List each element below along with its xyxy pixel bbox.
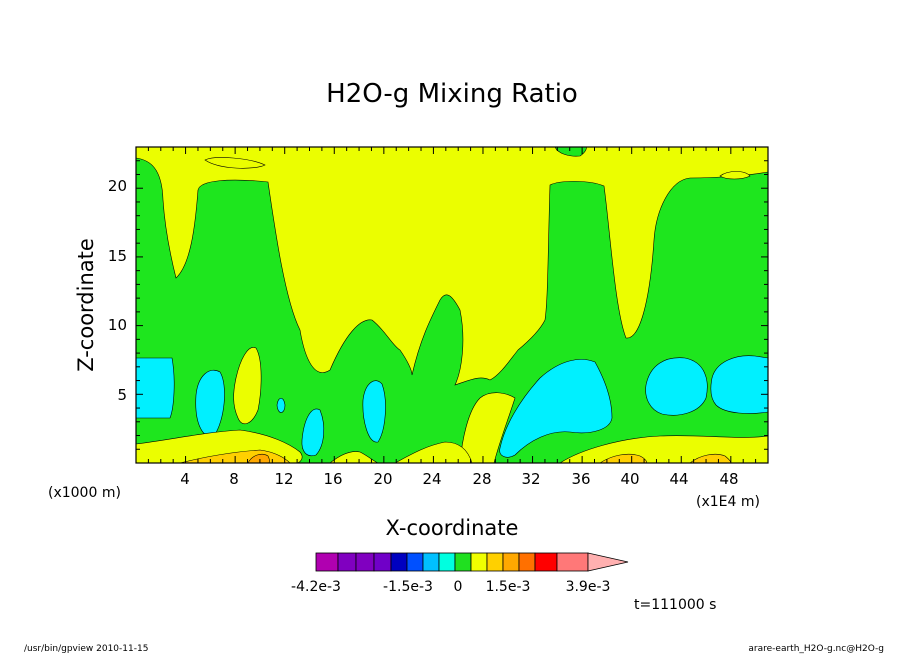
colorbar-swatch: [486, 552, 504, 572]
cyan-region-5: [362, 380, 386, 443]
colorbar-swatch: [502, 552, 520, 572]
cyan-region-6: [499, 359, 613, 458]
colorbar-swatch: [315, 552, 339, 572]
green-blob-top: [554, 147, 587, 157]
x-tick-label: 12: [274, 470, 293, 488]
axis-ticks: [136, 147, 768, 463]
colorbar-swatch: [337, 552, 357, 572]
y-tick-labels: 5 10 15 20: [108, 177, 127, 404]
cyan-region-2: [195, 369, 225, 437]
colorbar: [315, 552, 629, 572]
colorbar-arrow: [587, 552, 629, 572]
x-unit-right: (x1E4 m): [696, 494, 760, 510]
cyan-region-7: [645, 357, 708, 416]
x-tick-label: 32: [521, 470, 540, 488]
y-tick-label: 5: [117, 386, 127, 404]
colorbar-swatch: [406, 552, 424, 572]
colorbar-label: -4.2e-3: [291, 579, 341, 595]
colorbar-labels: -4.2e-3 -1.5e-3 0 1.5e-3 3.9e-3: [291, 579, 610, 595]
x-tick-label: 20: [373, 470, 392, 488]
colorbar-swatch: [390, 552, 408, 572]
colorbar-swatch: [373, 552, 392, 572]
colorbar-label: 1.5e-3: [486, 579, 531, 595]
cyan-region-1: [136, 357, 175, 419]
x-tick-label: 36: [571, 470, 590, 488]
x-tick-label: 24: [422, 470, 441, 488]
x-tick-label: 8: [229, 470, 239, 488]
y-tick-label: 10: [108, 316, 127, 334]
cyan-region-3: [276, 397, 286, 413]
colorbar-label: 3.9e-3: [566, 579, 611, 595]
x-axis-label: X-coordinate: [386, 516, 519, 540]
colorbar-label: 0: [454, 579, 463, 595]
colorbar-swatch: [534, 552, 558, 572]
colorbar-swatch: [518, 552, 536, 572]
x-tick-label: 4: [180, 470, 190, 488]
colorbar-swatch: [438, 552, 456, 572]
green-region-main: [136, 157, 768, 463]
x-tick-label: 44: [669, 470, 688, 488]
y-tick-label: 15: [108, 247, 127, 265]
colorbar-swatch: [355, 552, 375, 572]
colorbar-label: -1.5e-3: [383, 579, 433, 595]
x-tick-label: 16: [323, 470, 342, 488]
x-tick-label: 40: [620, 470, 639, 488]
x-unit-left: (x1000 m): [48, 485, 121, 501]
colorbar-swatch: [454, 552, 472, 572]
plot-frame: [135, 146, 769, 464]
time-label: t=111000 s: [634, 597, 716, 613]
colorbar-swatch: [422, 552, 440, 572]
colorbar-swatch: [556, 552, 589, 572]
x-tick-labels: 4 8 12 16 20 24 28 32 36 40 44 48: [180, 470, 738, 488]
chart-title: H2O-g Mixing Ratio: [326, 79, 578, 109]
footer-left: /usr/bin/gpview 2010-11-15: [24, 644, 148, 654]
x-tick-label: 48: [719, 470, 738, 488]
x-tick-label: 28: [472, 470, 491, 488]
contour-plot: [136, 147, 768, 463]
cyan-region-8: [710, 355, 768, 414]
cyan-region-4: [301, 408, 325, 457]
footer-right: arare-earth_H2O-g.nc@H2O-g: [748, 644, 884, 654]
y-tick-label: 20: [108, 177, 127, 195]
colorbar-swatch: [470, 552, 488, 572]
y-axis-label: Z-coordinate: [74, 238, 98, 372]
